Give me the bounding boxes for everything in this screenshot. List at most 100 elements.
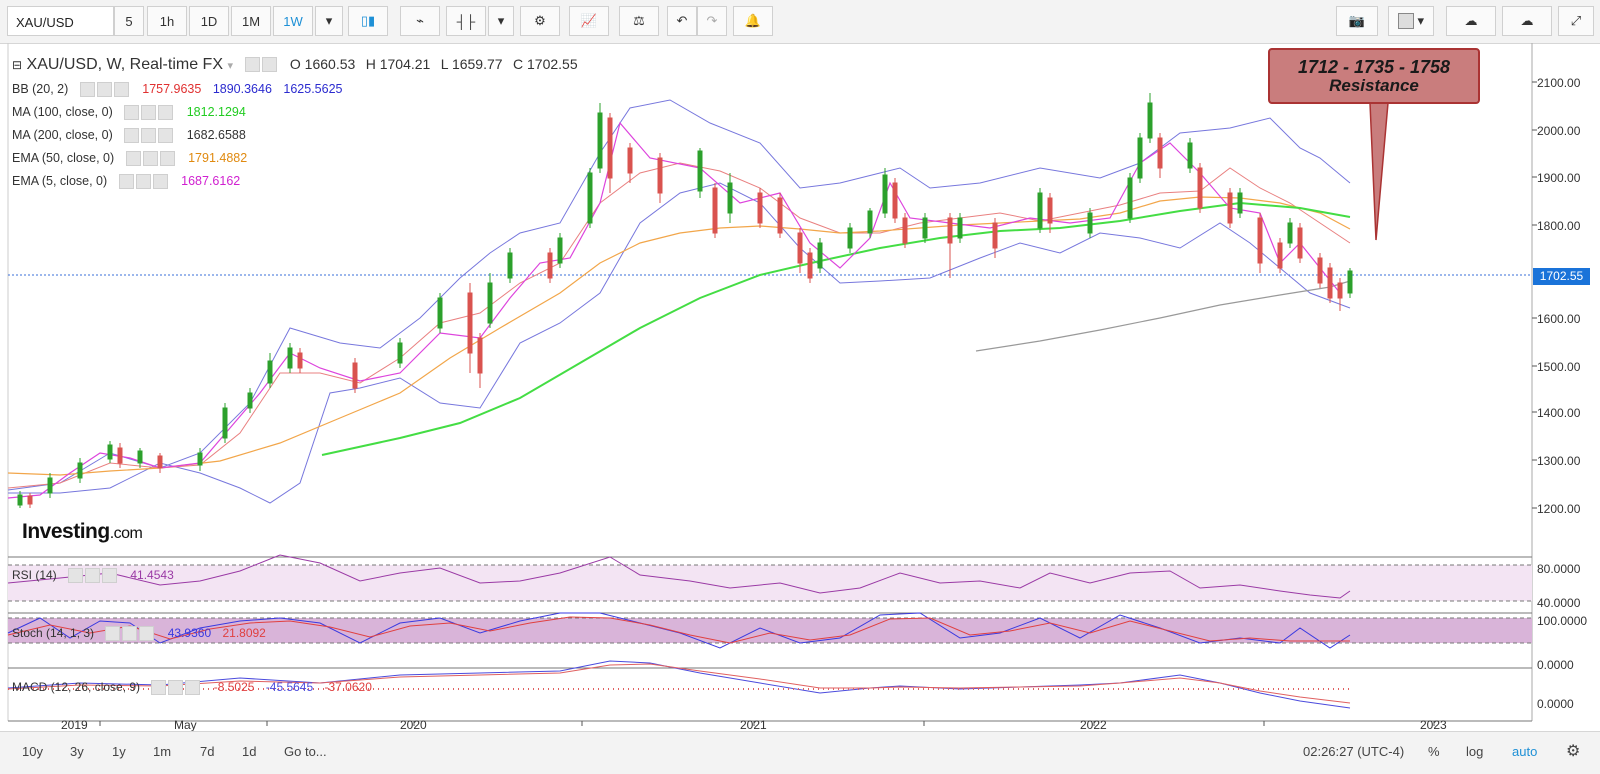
macd-legend[interactable]: MACD (12, 26, close, 9) -8.5025 -45.5645… <box>12 680 372 696</box>
load-cloud-button[interactable]: ☁ <box>1446 6 1496 36</box>
close-icon[interactable] <box>139 626 155 642</box>
gear-icon[interactable] <box>168 680 184 696</box>
interval-1h-button[interactable]: 1h <box>147 6 187 36</box>
collapse-icon[interactable]: ⊟ <box>12 58 23 73</box>
indicator-legend-ema50[interactable]: EMA (50, close, 0) 1791.4882 <box>12 151 247 167</box>
price-label: 1300.00 <box>1537 454 1581 468</box>
indicator-legend-ema5[interactable]: EMA (5, close, 0) 1687.6162 <box>12 174 241 190</box>
legend-controls[interactable] <box>124 105 175 121</box>
legend-controls[interactable] <box>105 626 156 642</box>
rsi-legend[interactable]: RSI (14) 41.4543 <box>12 568 174 584</box>
legend-controls[interactable] <box>151 680 202 696</box>
time-label: May <box>174 718 197 732</box>
range-10y-button[interactable]: 10y <box>22 744 43 759</box>
candles-button[interactable]: ▯▮ <box>348 6 388 36</box>
stoch-legend[interactable]: Stoch (14, 1, 3) 43.9360 21.8092 <box>12 626 266 642</box>
indicator-value: -8.5025 <box>213 680 255 694</box>
chevron-down-icon: ▾ <box>497 13 505 28</box>
chart-area[interactable] <box>0 43 1600 731</box>
range-1y-button[interactable]: 1y <box>112 744 126 759</box>
range-7d-button[interactable]: 7d <box>200 744 215 759</box>
ohlc-low: L 1659.77 <box>440 56 503 73</box>
fullscreen-button[interactable]: ⤢ <box>1558 6 1594 36</box>
range-1d-button[interactable]: 1d <box>242 744 257 759</box>
eye-icon[interactable] <box>151 680 167 696</box>
gear-icon[interactable] <box>85 568 101 584</box>
interval-1w-button[interactable]: 1W <box>273 6 313 36</box>
resistance-callout: 1712 - 1735 - 1758 Resistance <box>1268 48 1480 104</box>
symbol-input[interactable]: XAU/USD <box>7 6 114 36</box>
gear-icon[interactable] <box>122 626 138 642</box>
close-icon[interactable] <box>159 151 175 167</box>
gear-icon[interactable] <box>141 128 157 144</box>
legend-controls[interactable] <box>118 174 170 190</box>
gear-icon[interactable] <box>142 151 158 167</box>
legend-controls[interactable] <box>124 128 175 144</box>
gear-icon[interactable] <box>96 82 112 98</box>
indicator-name: MACD (12, 26, close, 9) <box>12 680 141 694</box>
gear-icon[interactable]: ⚙ <box>1566 743 1581 760</box>
bell-icon: 🔔 <box>744 13 762 28</box>
legend-controls[interactable] <box>79 82 131 98</box>
eye-icon[interactable] <box>68 568 84 584</box>
log-toggle[interactable]: log <box>1466 744 1484 759</box>
interval-5-button[interactable]: 5 <box>114 6 144 36</box>
settings-button[interactable]: ⚙ <box>520 6 560 36</box>
goto-button[interactable]: Go to... <box>284 744 327 759</box>
indicator-legend-ma200[interactable]: MA (200, close, 0) 1682.6588 <box>12 128 246 144</box>
price-label: 1400.00 <box>1537 406 1581 420</box>
interval-1m-button[interactable]: 1M <box>231 6 271 36</box>
indicator-value: 41.4543 <box>130 568 174 582</box>
legend-controls[interactable] <box>245 56 279 74</box>
undo-button[interactable]: ↶ <box>667 6 697 36</box>
gear-icon[interactable] <box>135 174 151 190</box>
eye-icon[interactable] <box>124 128 140 144</box>
eye-icon[interactable] <box>245 57 261 73</box>
cloud-upload-icon: ☁ <box>1520 13 1534 28</box>
eye-icon[interactable] <box>118 174 134 190</box>
color-button[interactable]: ▾ <box>1388 6 1434 36</box>
alert-button[interactable]: 🔔 <box>733 6 773 36</box>
legend-controls[interactable] <box>125 151 177 167</box>
interval-1d-button[interactable]: 1D <box>189 6 229 36</box>
close-icon[interactable] <box>152 174 168 190</box>
bars-button[interactable]: ┤├ <box>446 6 486 36</box>
chevron-down-icon: ▾ <box>325 13 333 28</box>
chart-title[interactable]: XAU/USD, W, Real-time FX <box>26 56 223 74</box>
indicator-legend-ma100[interactable]: MA (100, close, 0) 1812.1294 <box>12 105 246 121</box>
gear-icon[interactable] <box>262 57 278 73</box>
redo-button[interactable]: ↷ <box>697 6 727 36</box>
close-icon[interactable] <box>158 128 174 144</box>
eye-icon[interactable] <box>125 151 141 167</box>
chart-type-dropdown[interactable]: ▾ <box>488 6 514 36</box>
auto-toggle[interactable]: auto <box>1512 744 1538 759</box>
stoch-axis-label: 0.0000 <box>1537 658 1574 672</box>
indicator-name: EMA (50, close, 0) <box>12 151 115 165</box>
indicators-button[interactable]: 📈 <box>569 6 609 36</box>
line-chart-icon: ⌁ <box>416 13 424 28</box>
eye-icon[interactable] <box>79 82 95 98</box>
close-icon[interactable] <box>113 82 129 98</box>
line-chart-button[interactable]: ⌁ <box>400 6 440 36</box>
eye-icon[interactable] <box>124 105 140 121</box>
indicator-legend-bb[interactable]: BB (20, 2) 1757.9635 1890.3646 1625.5625 <box>12 82 343 98</box>
percent-toggle[interactable]: % <box>1428 744 1440 759</box>
gear-icon[interactable] <box>141 105 157 121</box>
interval-dropdown-button[interactable]: ▾ <box>315 6 343 36</box>
rsi-band <box>8 565 1532 601</box>
stoch-axis-label: 100.0000 <box>1537 614 1588 628</box>
range-1m-button[interactable]: 1m <box>153 744 172 759</box>
compare-button[interactable]: ⚖ <box>619 6 659 36</box>
indicator-value: 1757.9635 <box>142 82 202 96</box>
snapshot-button[interactable]: 📷 <box>1336 6 1378 36</box>
save-cloud-button[interactable]: ☁ <box>1502 6 1552 36</box>
close-icon[interactable] <box>102 568 118 584</box>
close-icon[interactable] <box>185 680 201 696</box>
legend-controls[interactable] <box>68 568 119 584</box>
range-3y-button[interactable]: 3y <box>70 744 84 759</box>
eye-icon[interactable] <box>105 626 121 642</box>
close-icon[interactable] <box>158 105 174 121</box>
indicator-value: 1687.6162 <box>181 174 241 188</box>
price-label: 1500.00 <box>1537 360 1581 374</box>
chevron-down-icon[interactable]: ▾ <box>227 60 233 73</box>
